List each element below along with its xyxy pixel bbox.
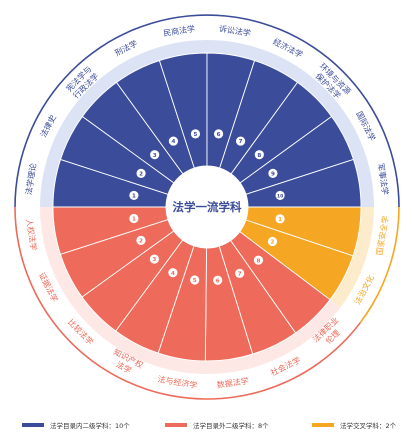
center-circle <box>166 166 248 248</box>
number-badge <box>190 129 201 139</box>
segment-label: 民商法学 <box>162 23 195 38</box>
legend-inner: 法学目录内二级学科：10个 <box>22 420 130 430</box>
segment-label: 数据法学 <box>216 375 249 390</box>
wedges: 1 2 3 4 5 6 7 8 9 10 1 2 8 7 6 5 4 3 2 1 <box>52 52 362 362</box>
number-badge <box>213 275 223 285</box>
number-badge-label: 6 <box>217 132 221 138</box>
label-ring-outer <box>40 207 341 375</box>
number-badge-label: 10 <box>277 194 283 200</box>
label-ring <box>40 40 374 375</box>
number-badge-label: 1 <box>132 217 136 223</box>
legend-swatch-inner <box>22 423 44 427</box>
number-badge <box>268 168 278 179</box>
segment-label: 刑法学 <box>113 38 139 58</box>
number-badge-label: 4 <box>171 139 175 145</box>
number-badge <box>267 236 278 247</box>
number-badge-label: 8 <box>257 258 261 264</box>
number-badge <box>235 268 245 279</box>
number-badge <box>129 213 139 224</box>
legend-swatch-outer <box>165 423 187 427</box>
segment-label: 国家安全学 <box>374 215 390 256</box>
number-badge-label: 3 <box>153 153 157 159</box>
label-ring-cross <box>329 207 374 308</box>
legend: 法学目录内二级学科：10个 法学目录外二级学科：8个 法学交叉学科：2个 <box>0 418 414 438</box>
number-badge <box>254 150 264 160</box>
number-badge <box>136 168 146 179</box>
number-badge <box>168 136 179 146</box>
number-badge <box>136 235 146 245</box>
segment-label: 军事法学 <box>376 162 391 195</box>
number-badge-label: 4 <box>171 271 175 277</box>
number-badge-label: 2 <box>139 172 143 178</box>
segment-label: 法与经济学 <box>157 374 198 391</box>
legend-cross: 法学交叉学科：2个 <box>312 420 396 430</box>
number-badge-label: 1 <box>132 194 136 200</box>
number-badge <box>149 254 159 264</box>
center-title: 法学一流学科 <box>173 200 242 214</box>
number-badge-label: 5 <box>193 278 197 284</box>
legend-swatch-cross <box>312 423 334 427</box>
segment-label: 诉讼法学 <box>218 23 251 38</box>
number-badge <box>253 255 264 265</box>
number-badge <box>213 129 224 139</box>
number-badge <box>168 268 178 278</box>
number-badge <box>275 190 285 201</box>
number-badge <box>235 136 246 146</box>
number-badge-label: 5 <box>193 132 197 138</box>
number-badge-label: 1 <box>278 217 282 223</box>
legend-label-outer: 法学目录外二级学科：8个 <box>193 422 269 430</box>
number-badge-label: 8 <box>257 153 261 159</box>
legend-label-inner: 法学目录内二级学科：10个 <box>50 422 130 430</box>
number-badge <box>190 275 200 285</box>
number-badge-label: 3 <box>152 257 156 263</box>
number-badge <box>129 190 139 201</box>
segment-label: 法学理论 <box>23 162 38 195</box>
number-badge-label: 7 <box>238 272 242 278</box>
number-badge <box>150 150 160 160</box>
number-badge-label: 2 <box>139 238 143 244</box>
number-badge-label: 2 <box>271 240 275 246</box>
number-badge-label: 7 <box>239 139 243 145</box>
legend-label-cross: 法学交叉学科：2个 <box>340 422 397 430</box>
legend-outer: 法学目录外二级学科：8个 <box>165 420 269 430</box>
number-badge <box>275 214 285 224</box>
number-badge-label: 6 <box>216 278 220 284</box>
segment-label: 人权法学 <box>24 218 39 251</box>
segment-label: 法律史 <box>38 113 58 139</box>
number-badge-label: 9 <box>271 172 275 178</box>
